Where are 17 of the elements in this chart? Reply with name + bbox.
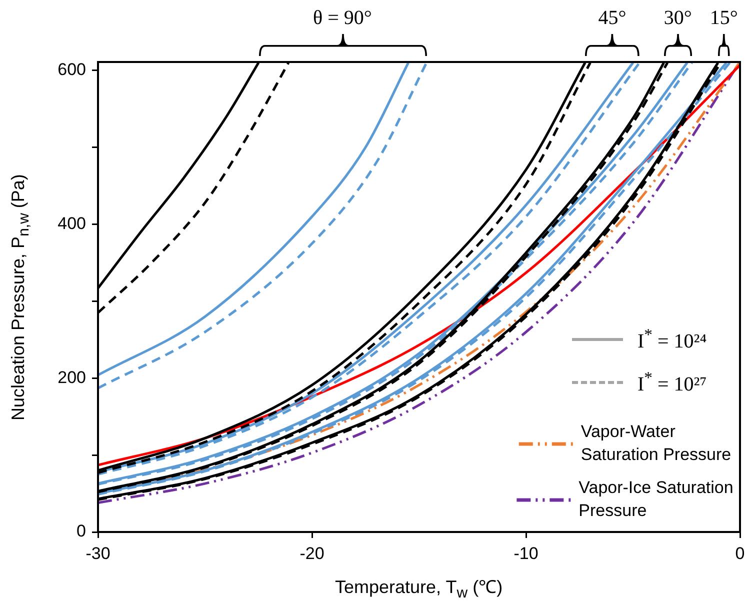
- annotation: I$^{*}$ = 10²⁷: [638, 368, 707, 396]
- y-tick-label: 600: [58, 60, 86, 80]
- x-tick-label: -30: [86, 544, 110, 563]
- annotation: I$^{*}$ = 10²⁴: [638, 324, 707, 352]
- text: 15°: [710, 7, 738, 29]
- text: 30°: [664, 7, 692, 29]
- x-tick-label: 0: [735, 544, 745, 563]
- text: 45°: [598, 7, 626, 29]
- y-tick-label: 400: [58, 214, 86, 233]
- x-axis-title: Temperature, T$_{w}$ (℃): [335, 576, 503, 602]
- y-tick-label: 0: [76, 522, 86, 541]
- y-tick-label: 200: [58, 368, 86, 387]
- legend-label: Vapor-Ice Saturation Pressure: [578, 478, 734, 520]
- x-tick-label: -20: [300, 544, 324, 563]
- text: θ = 90°: [312, 7, 372, 29]
- x-tick-label: -10: [514, 544, 538, 563]
- legend-label: Vapor-Water Saturation Pressure: [580, 422, 732, 464]
